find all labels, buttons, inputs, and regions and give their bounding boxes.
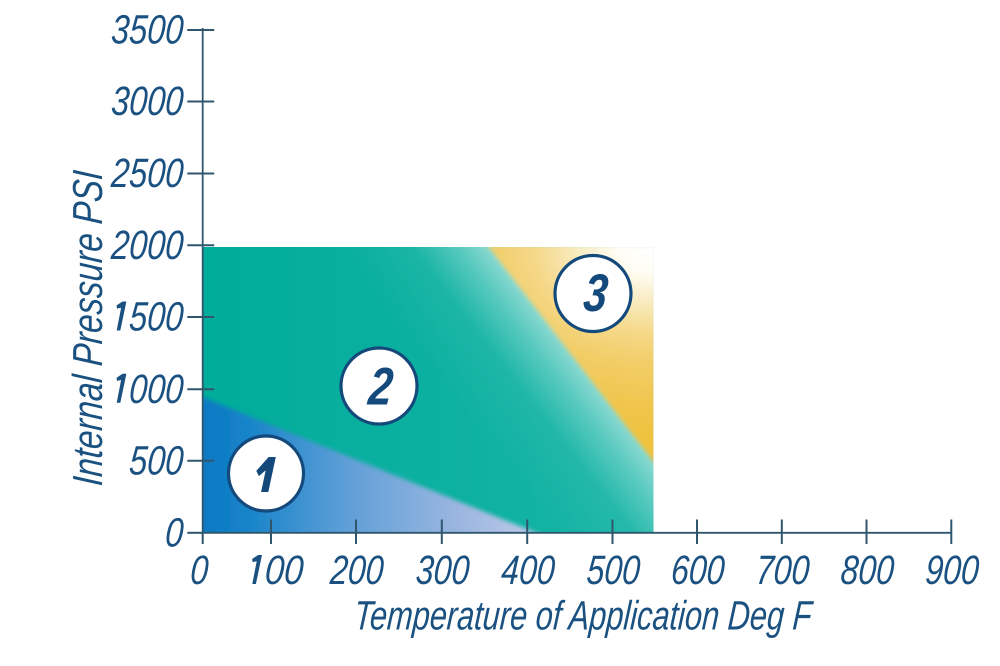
svg-text:500: 500 — [128, 438, 186, 483]
svg-text:300: 300 — [415, 547, 472, 593]
svg-text:3000: 3000 — [110, 78, 186, 123]
svg-text:600: 600 — [670, 547, 727, 593]
svg-text:800: 800 — [839, 547, 896, 593]
svg-text:0: 0 — [164, 510, 186, 555]
svg-text:900: 900 — [924, 547, 981, 593]
svg-text:2500: 2500 — [109, 150, 185, 195]
svg-text:500: 500 — [585, 547, 642, 593]
svg-text:500: 500 — [128, 294, 186, 339]
svg-text:Temperature of Application Deg: Temperature of Application Deg F — [353, 592, 815, 638]
svg-text:2000: 2000 — [109, 222, 185, 267]
svg-text:00: 00 — [264, 548, 305, 593]
svg-text:Internal Pressure PSI: Internal Pressure PSI — [65, 168, 112, 487]
svg-text:3500: 3500 — [110, 7, 186, 52]
svg-text:400: 400 — [500, 547, 557, 593]
svg-text:200: 200 — [328, 547, 386, 593]
svg-text:000: 000 — [128, 366, 186, 411]
svg-text:700: 700 — [755, 547, 812, 593]
svg-text:0: 0 — [189, 547, 210, 593]
